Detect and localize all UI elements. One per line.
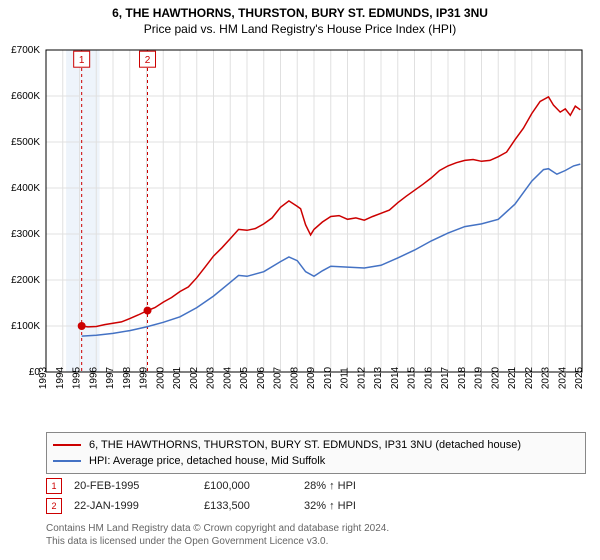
legend-swatch [53, 460, 81, 462]
svg-text:1997: 1997 [105, 366, 116, 389]
marker-box: 1 [46, 478, 62, 494]
data-row: 1 20-FEB-1995 £100,000 28% ↑ HPI [46, 476, 586, 496]
chart-svg: 12£0£100K£200K£300K£400K£500K£600K£700K1… [46, 46, 586, 406]
svg-text:2006: 2006 [256, 366, 267, 389]
svg-text:£200K: £200K [11, 275, 40, 286]
chart-title-line1: 6, THE HAWTHORNS, THURSTON, BURY ST. EDM… [0, 0, 600, 20]
svg-text:2003: 2003 [206, 366, 217, 389]
svg-text:2015: 2015 [407, 366, 418, 389]
data-row: 2 22-JAN-1999 £133,500 32% ↑ HPI [46, 496, 586, 516]
marker-box: 2 [46, 498, 62, 514]
svg-text:2011: 2011 [340, 367, 351, 389]
svg-text:2010: 2010 [323, 366, 334, 389]
svg-text:2005: 2005 [239, 366, 250, 389]
svg-text:2001: 2001 [172, 366, 183, 389]
svg-text:£500K: £500K [11, 137, 40, 148]
svg-text:£700K: £700K [11, 45, 40, 56]
data-price: £100,000 [204, 480, 304, 492]
svg-text:1995: 1995 [72, 366, 83, 389]
svg-text:2025: 2025 [574, 366, 585, 389]
svg-text:£600K: £600K [11, 91, 40, 102]
svg-text:2023: 2023 [541, 366, 552, 389]
data-hpi: 32% ↑ HPI [304, 500, 404, 512]
svg-text:1999: 1999 [139, 366, 150, 389]
svg-text:£100K: £100K [11, 321, 40, 332]
svg-text:1: 1 [79, 55, 85, 66]
legend: 6, THE HAWTHORNS, THURSTON, BURY ST. EDM… [46, 432, 586, 474]
legend-label: HPI: Average price, detached house, Mid … [89, 455, 325, 467]
footer: Contains HM Land Registry data © Crown c… [46, 522, 586, 548]
svg-text:2013: 2013 [373, 366, 384, 389]
svg-text:2021: 2021 [507, 366, 518, 389]
data-hpi: 28% ↑ HPI [304, 480, 404, 492]
svg-text:2022: 2022 [524, 366, 535, 389]
svg-text:2008: 2008 [289, 366, 300, 389]
svg-text:1994: 1994 [55, 366, 66, 389]
legend-label: 6, THE HAWTHORNS, THURSTON, BURY ST. EDM… [89, 439, 521, 451]
svg-text:1996: 1996 [88, 366, 99, 389]
svg-text:£400K: £400K [11, 183, 40, 194]
legend-item: 6, THE HAWTHORNS, THURSTON, BURY ST. EDM… [53, 437, 579, 453]
svg-text:2020: 2020 [490, 366, 501, 389]
svg-text:2002: 2002 [189, 366, 200, 389]
svg-text:2: 2 [145, 55, 151, 66]
chart-container: 6, THE HAWTHORNS, THURSTON, BURY ST. EDM… [0, 0, 600, 560]
footer-line2: This data is licensed under the Open Gov… [46, 535, 586, 548]
svg-text:2004: 2004 [222, 366, 233, 389]
data-date: 22-JAN-1999 [74, 500, 204, 512]
legend-item: HPI: Average price, detached house, Mid … [53, 453, 579, 469]
svg-text:1998: 1998 [122, 366, 133, 389]
svg-text:£300K: £300K [11, 229, 40, 240]
svg-text:2016: 2016 [423, 366, 434, 389]
data-date: 20-FEB-1995 [74, 480, 204, 492]
svg-text:2018: 2018 [457, 366, 468, 389]
footer-line1: Contains HM Land Registry data © Crown c… [46, 522, 586, 535]
svg-text:2017: 2017 [440, 366, 451, 389]
data-price: £133,500 [204, 500, 304, 512]
legend-swatch [53, 444, 81, 446]
data-rows: 1 20-FEB-1995 £100,000 28% ↑ HPI 2 22-JA… [46, 476, 586, 516]
svg-text:2012: 2012 [356, 366, 367, 389]
svg-text:2019: 2019 [474, 366, 485, 389]
svg-text:2009: 2009 [306, 366, 317, 389]
svg-text:2014: 2014 [390, 366, 401, 389]
chart-title-line2: Price paid vs. HM Land Registry's House … [0, 20, 600, 42]
svg-text:1993: 1993 [38, 366, 49, 389]
svg-text:2000: 2000 [155, 366, 166, 389]
svg-text:2007: 2007 [273, 366, 284, 389]
svg-text:2024: 2024 [557, 366, 568, 389]
